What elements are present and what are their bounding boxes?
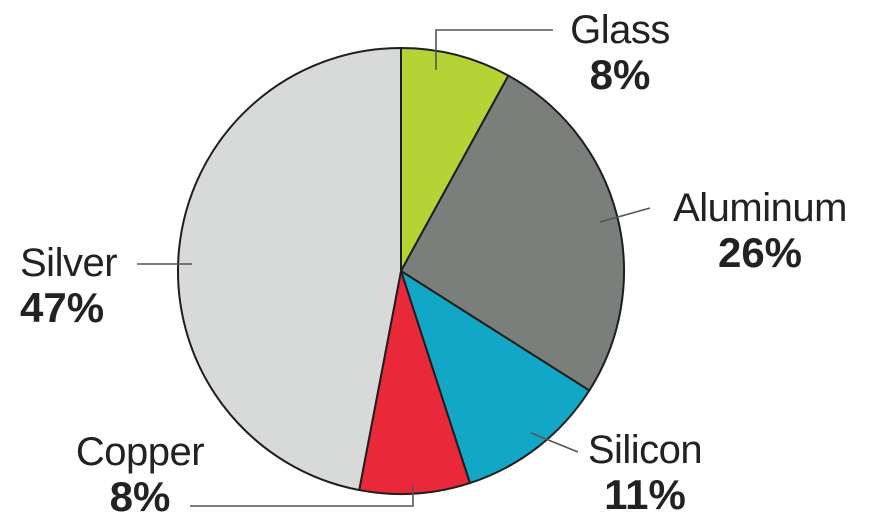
slice-label-silver: Silver 47% [20, 243, 160, 329]
leader-line-glass [435, 29, 553, 70]
pie-slice-copper [358, 270, 471, 495]
pie-slice-aluminum [400, 74, 625, 392]
pie-slices [177, 47, 625, 495]
slice-label-glass: Glass 8% [560, 10, 680, 96]
leader-line-copper [190, 486, 414, 507]
slice-percent-silicon: 11% [604, 471, 686, 518]
slice-name-silicon: Silicon [587, 428, 703, 472]
slice-label-aluminum: Aluminum 26% [655, 188, 865, 274]
slice-name-silver: Silver [20, 241, 118, 285]
slice-percent-silver: 47% [20, 284, 105, 331]
slice-percent-copper: 8% [109, 473, 171, 520]
slice-label-silicon: Silicon 11% [575, 430, 715, 516]
leader-line-silicon [530, 432, 579, 453]
pie-slice-silicon [400, 270, 591, 485]
leader-lines [137, 29, 651, 507]
pie-slice-silver [177, 47, 402, 492]
slice-name-glass: Glass [570, 8, 670, 52]
slice-percent-glass: 8% [589, 51, 651, 98]
slice-percent-aluminum: 26% [717, 229, 803, 276]
pie-slice-glass [400, 47, 510, 272]
slice-name-copper: Copper [75, 430, 205, 474]
leader-line-aluminum [599, 207, 651, 223]
slice-name-aluminum: Aluminum [673, 186, 847, 230]
slice-label-copper: Copper 8% [65, 432, 215, 518]
